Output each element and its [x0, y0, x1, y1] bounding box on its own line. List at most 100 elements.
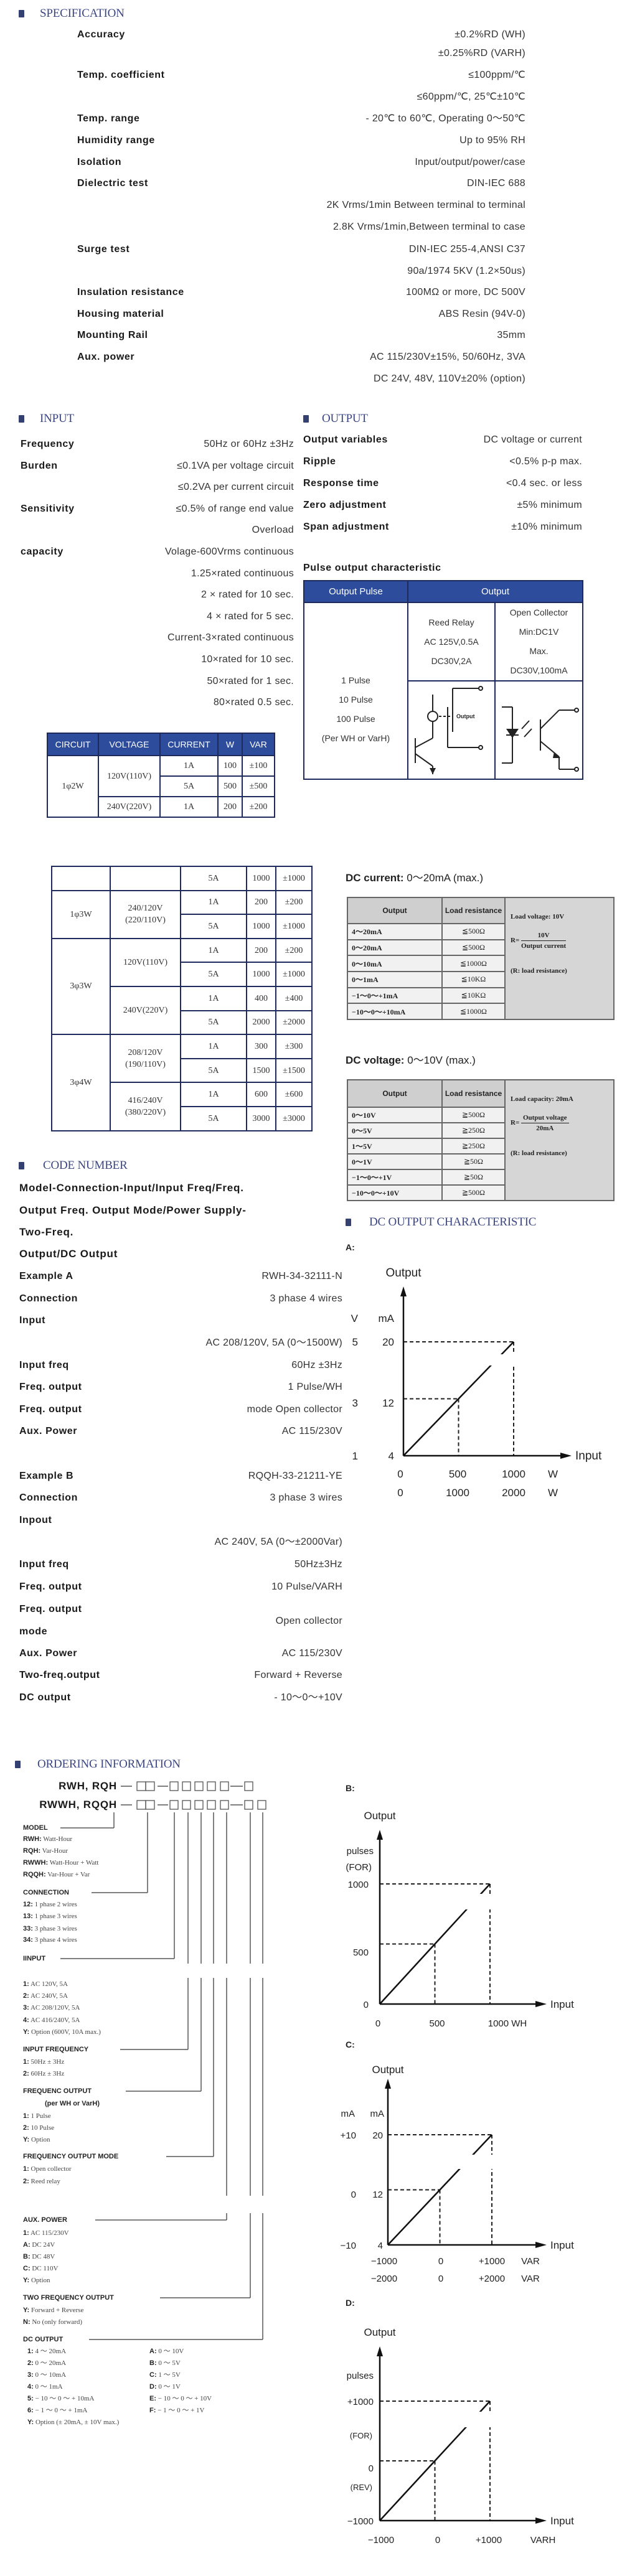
pulse-option: 1 Pulse — [341, 675, 370, 685]
column-header: Load resistance — [441, 1079, 506, 1108]
ordering-option: Y: Option — [23, 2276, 50, 2285]
example-a-label: Freq. output — [19, 1404, 82, 1415]
table-row: 3φ4W 208/120V (190/110V) 1A 300 ±300 — [51, 1034, 313, 1131]
example-b-label: Two-freq.output — [19, 1670, 100, 1680]
spec-label: Surge test — [77, 244, 130, 255]
column-header: CURRENT — [159, 733, 219, 756]
axis-break — [383, 2155, 497, 2169]
option-code: F: — [149, 2407, 156, 2414]
y-tick-label: 4 — [389, 1450, 394, 1462]
y-tick-label: 12 — [382, 1397, 394, 1409]
ordering-option: 2: 60Hz ± 3Hz — [23, 2069, 64, 2078]
input-value: Current-3×rated continuous — [167, 632, 294, 644]
example-a-value: 60Hz ±3Hz — [291, 1360, 342, 1370]
option-text: 1 ～ 5V — [158, 2371, 181, 2379]
current-cell: 5A — [180, 1105, 247, 1131]
option-text: 1 phase 2 wires — [34, 1901, 77, 1908]
y-tick-label: 0 — [364, 2000, 369, 2010]
option-code: RWWH: — [23, 1859, 49, 1866]
chart-a: A: Output Input V mA 1 3 5 4 12 20 0 500 1000 W 0 1000 20… — [346, 1242, 602, 1499]
ordering-option: B: DC 48V — [23, 2252, 55, 2261]
var-cell: ±600 — [275, 1082, 313, 1107]
var-cell: ±400 — [275, 985, 313, 1011]
example-b-value: AC 240V, 5A (0～±2000Var) — [214, 1537, 342, 1547]
load-note: Load voltage: 10V R= 10V Output current (R:… — [504, 896, 615, 1021]
current-cell: 1A — [180, 937, 247, 963]
example-a-value: AC 115/230V — [281, 1426, 342, 1436]
x-tick-label: 0 — [397, 1487, 403, 1499]
option-text: AC 115/230V — [30, 2229, 69, 2237]
option-text: 4 ～ 20mA — [35, 2348, 67, 2355]
column-header: Output — [347, 1079, 443, 1108]
voltage-cell: 240V(220V) — [110, 985, 181, 1036]
formula-r: R= — [511, 937, 520, 945]
x-tick-label: W — [548, 1468, 558, 1480]
ordering-heading: IINPUT — [23, 1955, 46, 1962]
x-axis-arrow-icon — [560, 1453, 572, 1459]
load-resistance-cell: ≦10KΩ — [441, 971, 506, 988]
option-code: 1: — [27, 2348, 34, 2355]
data-line — [387, 2134, 492, 2246]
var-cell: ±3000 — [275, 1105, 313, 1131]
current-cell: 5A — [180, 866, 247, 891]
chart-label: C: — [346, 2040, 355, 2049]
y-tick-label: 20 — [382, 1336, 394, 1348]
w-cell: 300 — [246, 1034, 276, 1059]
option-text: Reed relay — [31, 2178, 60, 2185]
ordering-heading: INPUT FREQUENCY — [23, 2046, 89, 2053]
example-b-label: DC output — [19, 1692, 71, 1703]
input-title: INPUT — [40, 412, 74, 425]
reed-relay-cell: Reed Relay AC 125V,0.5A DC30V,2A — [407, 602, 496, 681]
option-code: 12: — [23, 1901, 33, 1908]
w-cell: 1000 — [246, 914, 276, 939]
open-collector-diagram-cell — [494, 680, 583, 780]
input-value: 80×rated 0.5 sec. — [213, 697, 294, 708]
option-text: Option — [31, 2136, 50, 2143]
x-axis-arrow-icon — [535, 2517, 547, 2524]
option-code: Y: — [27, 2419, 34, 2426]
spec-value: Up to 95% RH — [459, 135, 525, 146]
formula: R= 10V Output current — [511, 930, 613, 951]
code-number-title: CODE NUMBER — [43, 1159, 128, 1172]
w-cell: 1500 — [246, 1057, 276, 1084]
x-tick-label: −1000 — [371, 2256, 397, 2267]
open-collector-cell: Open Collector Min:DC1V Max. DC30V,100mA — [494, 602, 583, 681]
x-tick-label: 500 — [449, 1468, 466, 1480]
code-format-line: Model-Connection-Input/Input Freq/Freq. — [19, 1182, 244, 1194]
pulse-option: (Per WH or VarH) — [321, 733, 390, 743]
column-header: W — [217, 733, 243, 756]
option-code: B: — [23, 2253, 31, 2260]
output-range-cell: −1～0～+1mA — [347, 986, 443, 1005]
option-text: AC 240V, 5A — [30, 1992, 68, 2000]
spec-value: AC 115/230V±15%, 50/60Hz, 3VA — [370, 352, 525, 362]
ordering-option: 1: Open collector — [23, 2165, 72, 2173]
relay-output-label: Output — [456, 713, 475, 719]
x-tick-label: 1000 WH — [488, 2018, 527, 2029]
var-cell: ±300 — [275, 1034, 313, 1059]
x-tick-label: 0 — [438, 2274, 443, 2284]
ordering-option: 4: AC 416/240V, 5A — [23, 2016, 80, 2025]
chart-b: B: Output Input pulses (FOR) 0 500 1000 0 500 1000… — [346, 1783, 574, 2029]
x-tick-label: +1000 — [479, 2256, 505, 2267]
y-unit-label: mA — [379, 1313, 395, 1324]
pulse-output-heading: Pulse output characteristic — [303, 563, 441, 573]
example-b-label: Example B — [19, 1471, 74, 1481]
table-row: 416/240V (380/220V) 1A 600 ±600 — [52, 1082, 313, 1131]
ordering-option: A: DC 24V — [23, 2241, 55, 2249]
x-axis-label: Input — [575, 1450, 602, 1463]
current-cell: 5A — [159, 775, 219, 797]
x-tick-label: VAR — [521, 2274, 540, 2284]
dc-voltage-title: DC voltage: 0～10V (max.) — [346, 1054, 476, 1067]
column-header: VOLTAGE — [98, 733, 161, 756]
x-axis-label: Input — [550, 2515, 574, 2527]
dc-voltage-title-range: 0～10V (max.) — [404, 1054, 476, 1066]
code-box — [169, 1800, 179, 1810]
output-value: DC voltage or current — [483, 434, 582, 445]
voltage-cell: 240/120V (220/110V) — [110, 889, 181, 939]
formula: R= Output voltage 20mA — [511, 1113, 613, 1133]
y-unit-label: (FOR) — [346, 1862, 372, 1873]
ordering-option: B: 0 ～ 5V — [149, 2359, 181, 2368]
ordering-option: E: − 10 ～ 0 ～ + 10V — [149, 2394, 212, 2403]
option-text: 0 ～ 20mA — [35, 2359, 67, 2367]
input-value: 50×rated for 1 sec. — [207, 675, 294, 686]
